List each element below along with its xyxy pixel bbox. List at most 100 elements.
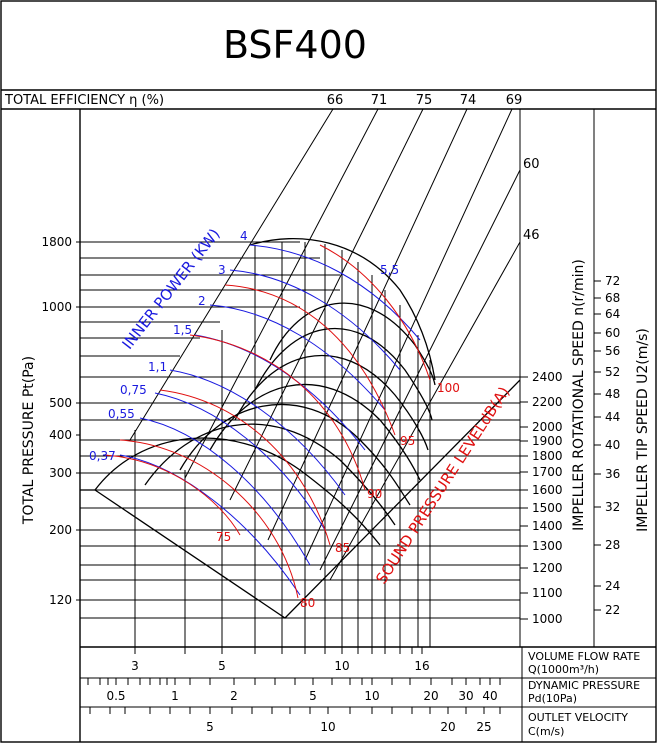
speed-axis-label: IMPELLER ROTATIONAL SPEED n(r/min) [571,259,587,531]
tip-axis-label: IMPELLER TIP SPEED U2(m/s) [635,328,651,532]
tip-tick-40: 40 [605,438,620,452]
eff-label-71: 71 [371,93,388,108]
flow-scale: 3 5 10 16 VOLUME FLOW RATE Q(1000m³/h) [131,650,640,676]
sound-curve-95 [224,284,396,436]
flow-tick-16: 16 [414,659,429,673]
eff-label-66: 66 [327,93,344,108]
eff-label-69: 69 [506,93,523,108]
speed-tick-1800: 1800 [532,449,563,463]
fan-curve-8 [249,237,436,381]
tip-tick-44: 44 [605,410,620,424]
tip-tick-22: 22 [605,603,620,617]
power-curve-1-1 [169,369,346,496]
power-curve-4 [249,244,421,341]
y-tick-500: 500 [49,396,72,410]
fan-curve-3 [179,404,411,506]
dyn-scale: 0.5 1 2 5 10 20 30 40 DYNAMIC PRESSURE P… [80,677,640,705]
dyn-tick-1: 1 [171,689,179,703]
sound-curve-85 [159,389,331,546]
power-label-4: 4 [240,229,248,243]
y-tick-1000: 1000 [41,300,72,314]
power-label-1-1: 1,1 [148,360,167,374]
operating-envelope [94,379,521,619]
dyn-tick-40: 40 [482,689,497,703]
eff-line-69 [304,108,513,561]
tip-tick-68: 68 [605,291,620,305]
y-tick-1800: 1800 [41,235,72,249]
efficiency-label: TOTAL EFFICIENCY η (%) [4,93,164,108]
fan-curve-7 [269,302,436,386]
power-label-1-5: 1,5 [173,323,192,337]
fan-curve-5 [234,354,429,451]
dyn-tick-2: 2 [230,689,238,703]
sound-label-85: 85 [335,541,350,555]
fan-curve-6 [254,327,433,421]
power-label-0-55: 0,55 [108,407,135,421]
vel-label-1: OUTLET VELOCITY [528,711,628,724]
power-labels: 4 3 2 1,5 1,1 0,75 0,55 0,37 5,5 INNER P… [89,225,399,463]
sound-axis-label: SOUND PRESSURE LEVELdB(A) [372,383,513,587]
power-label-0-75: 0,75 [120,383,147,397]
speed-tick-1300: 1300 [532,539,563,553]
fan-curve-4 [209,384,421,481]
dyn-tick-5: 5 [309,689,317,703]
bottom-minor-ticks [87,647,501,714]
eff-label-74: 74 [460,93,477,108]
fan-curve-1 [94,437,381,546]
speed-tick-1600: 1600 [532,483,563,497]
power-curve-3 [229,269,401,371]
sound-curve-90 [189,334,366,491]
y-tick-120: 120 [49,593,72,607]
flow-gridlines [134,242,431,647]
speed-tick-2200: 2200 [532,395,563,409]
speed-tick-2000: 2000 [532,420,563,434]
sound-curves [104,244,431,599]
dyn-tick-10: 10 [364,689,379,703]
speed-tick-1900: 1900 [532,434,563,448]
y-axis-label: TOTAL PRESSURE Pt(Pa) [21,356,37,525]
dyn-tick-0-5: 0.5 [106,689,125,703]
vel-tick-10: 10 [320,720,335,734]
speed-tick-1500: 1500 [532,501,563,515]
sound-label-80: 80 [300,596,315,610]
sound-label-75: 75 [216,530,231,544]
sound-label-100: 100 [437,381,460,395]
speed-tick-1200: 1200 [532,561,563,575]
vel-tick-20: 20 [440,720,455,734]
dyn-tick-30: 30 [458,689,473,703]
fan-curve-2 [144,423,396,526]
eff-label-60: 60 [523,157,540,172]
tip-tick-28: 28 [605,538,620,552]
vel-tick-5: 5 [206,720,214,734]
vel-label-2: C(m/s) [528,725,564,738]
power-axis-label: INNER POWER (KW) [118,225,223,352]
chart-title: BSF400 [223,23,367,67]
eff-line-74 [267,108,468,541]
power-label-3: 3 [218,263,226,277]
speed-tick-1700: 1700 [532,465,563,479]
flow-tick-3: 3 [131,659,139,673]
flow-label-2: Q(1000m³/h) [528,663,599,676]
tip-tick-32: 32 [605,500,620,514]
y-tick-400: 400 [49,428,72,442]
fan-curves [80,237,521,619]
tip-tick-72: 72 [605,274,620,288]
sound-curve-100 [319,244,431,381]
dyn-label-2: Pd(10Pa) [528,692,577,705]
tip-tick-56: 56 [605,344,620,358]
flow-label-1: VOLUME FLOW RATE [528,650,640,663]
sound-label-95: 95 [400,434,415,448]
sound-label-90: 90 [367,487,382,501]
power-label-0-37: 0,37 [89,449,116,463]
vel-scale: 5 10 20 25 OUTLET VELOCITY C(m/s) [206,711,628,738]
flow-tick-5: 5 [218,659,226,673]
eff-label-46: 46 [523,228,540,243]
sound-curve-80 [119,439,299,599]
power-curve-0-75 [154,392,326,531]
speed-tick-1000: 1000 [532,612,563,626]
y-tick-300: 300 [49,466,72,480]
tip-tick-52: 52 [605,365,620,379]
eff-line-60 [319,169,521,571]
